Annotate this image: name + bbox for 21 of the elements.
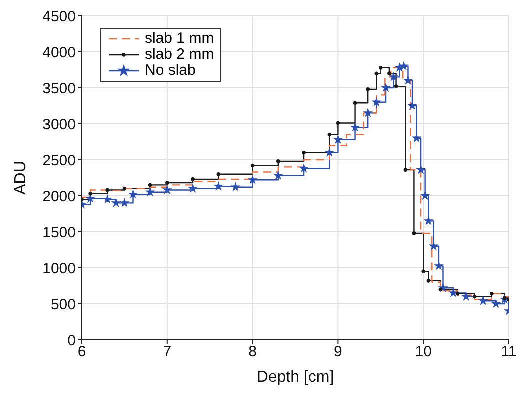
x-tick-label: 7 [163, 344, 172, 361]
legend-label: slab 2 mm [145, 46, 214, 63]
y-tick-label: 1500 [42, 224, 76, 242]
y-tick-label: 2500 [42, 152, 76, 170]
x-tick-label: 8 [248, 344, 257, 361]
y-tick-label: 0 [68, 332, 76, 350]
x-tick-label: 9 [334, 344, 342, 361]
y-tick-label: 1000 [42, 260, 76, 278]
y-tick-label: 3500 [42, 80, 76, 98]
y-tick-label: 2000 [42, 188, 76, 206]
y-tick-label: 4500 [42, 8, 76, 26]
x-tick-label: 11 [501, 344, 517, 361]
x-tick-label: 6 [78, 344, 86, 361]
legend-label: No slab [145, 62, 196, 79]
x-axis-title: Depth [cm] [256, 369, 334, 386]
x-tick-label: 10 [415, 344, 432, 361]
y-axis-title: ADU [12, 161, 30, 195]
y-tick-label: 4000 [42, 44, 76, 62]
y-tick-label: 3000 [42, 116, 76, 134]
y-tick-label: 500 [50, 296, 76, 314]
legend-label: slab 1 mm [145, 30, 214, 47]
